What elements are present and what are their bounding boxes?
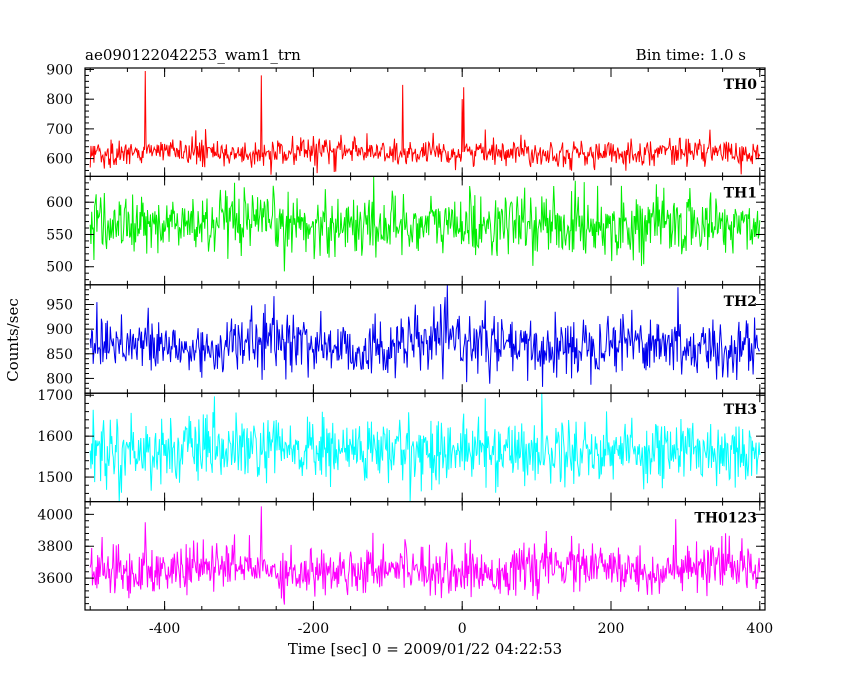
series-line-th0123 <box>89 506 761 605</box>
y-tick-label: 900 <box>46 322 73 338</box>
y-tick-label: 600 <box>46 195 73 211</box>
series-line-th2 <box>89 284 760 387</box>
y-tick-label: 1500 <box>37 470 73 486</box>
x-tick-label: 0 <box>458 621 467 637</box>
bin-time-label: Bin time: 1.0 s <box>636 46 746 64</box>
y-tick-label: 3800 <box>37 539 73 555</box>
y-tick-label: 550 <box>46 227 73 243</box>
x-tick-label: 400 <box>746 621 773 637</box>
y-tick-label: 850 <box>46 347 73 363</box>
y-tick-label: 3600 <box>37 571 73 587</box>
x-tick-label: -400 <box>149 621 180 637</box>
y-tick-label: 1700 <box>37 388 73 404</box>
frame-layer: 600 700 800 900 TH0 500 550 600 TH1 800 850 900 950 T… <box>37 62 773 637</box>
y-tick-label: 950 <box>46 298 73 314</box>
series-line-th3 <box>89 393 761 502</box>
panel-label-th0123: TH0123 <box>694 511 757 527</box>
x-tick-label: 200 <box>598 621 625 637</box>
y-tick-label: 700 <box>46 122 73 138</box>
panel-label-th0: TH0 <box>724 77 758 93</box>
y-axis-label: Counts/sec <box>4 298 22 382</box>
x-tick-label: -200 <box>298 621 329 637</box>
y-tick-label: 800 <box>46 92 73 108</box>
panel-label-th2: TH2 <box>724 294 757 310</box>
y-tick-label: 600 <box>46 152 73 168</box>
panel-frame-th2 <box>84 284 766 394</box>
panel-label-th1: TH1 <box>724 185 757 201</box>
y-tick-label: 4000 <box>37 507 73 523</box>
y-tick-label: 800 <box>46 371 73 387</box>
x-axis-label: Time [sec] 0 = 2009/01/22 04:22:53 <box>288 640 562 658</box>
series-line-th0 <box>89 70 761 175</box>
y-tick-label: 1600 <box>37 429 73 445</box>
y-tick-label: 500 <box>46 260 73 276</box>
series-layer <box>89 70 761 605</box>
chart-title: ae090122042253_wam1_trn <box>85 46 301 64</box>
series-line-th1 <box>89 176 761 272</box>
y-tick-label: 900 <box>46 62 73 78</box>
panel-label-th3: TH3 <box>724 402 757 418</box>
